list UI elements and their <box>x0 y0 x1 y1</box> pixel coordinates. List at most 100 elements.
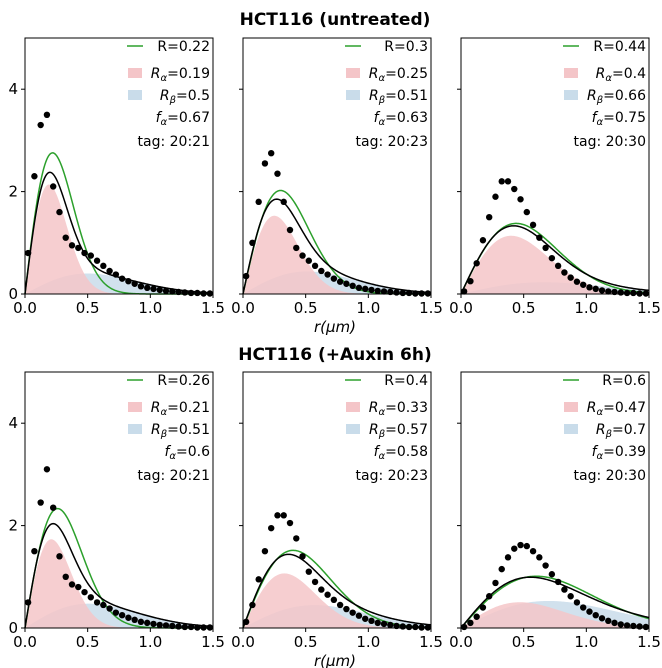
data-point <box>162 622 170 629</box>
data-point <box>299 252 306 259</box>
data-point <box>492 579 499 587</box>
data-point <box>68 242 76 249</box>
legend-R: R=0.44 <box>593 39 646 55</box>
data-point <box>467 619 474 627</box>
data-point <box>286 226 294 234</box>
legend-swatch-beta <box>564 90 578 100</box>
data-point <box>87 252 95 259</box>
legend-swatch-alpha <box>564 402 578 412</box>
data-point <box>374 287 381 295</box>
tag-annotation: tag: 20:30 <box>574 468 646 484</box>
data-point <box>336 601 344 609</box>
data-point <box>280 198 287 206</box>
data-point <box>580 604 587 611</box>
tag-annotation: tag: 20:23 <box>356 468 428 484</box>
legend-R: R=0.22 <box>157 39 210 55</box>
data-point <box>255 576 262 583</box>
data-point <box>50 504 57 511</box>
legend-swatch-alpha <box>564 68 578 78</box>
data-point <box>561 269 568 276</box>
data-point <box>467 278 474 285</box>
data-point <box>62 573 69 580</box>
data-point <box>536 554 543 561</box>
x-tick-label: 0.0 <box>13 633 37 651</box>
data-point <box>324 271 331 278</box>
data-point <box>617 621 624 628</box>
data-point <box>150 285 157 293</box>
data-point <box>131 616 138 624</box>
mixture-fit-curve <box>242 553 432 629</box>
x-tick-label: 0.5 <box>512 633 536 651</box>
data-point <box>137 618 145 626</box>
data-point <box>100 601 107 609</box>
data-point <box>62 234 69 241</box>
data-point <box>573 278 581 285</box>
data-point <box>93 599 101 606</box>
data-point <box>181 289 188 296</box>
data-point <box>349 609 356 616</box>
legend-R: R=0.26 <box>157 373 210 389</box>
data-point <box>156 621 163 629</box>
data-point <box>261 548 269 555</box>
data-point <box>81 588 88 596</box>
legend-swatch-beta <box>128 90 142 100</box>
y-tick-label: 4 <box>8 414 18 432</box>
data-point <box>56 553 63 560</box>
data-point <box>194 289 201 297</box>
data-point <box>368 286 375 294</box>
data-point <box>330 596 338 604</box>
legend-Ralpha: Rα=0.19 <box>151 66 210 84</box>
data-point <box>605 288 612 295</box>
data-point <box>611 619 618 627</box>
data-point <box>362 285 369 293</box>
panel-2: 0.0 0.5 1.0 1.5 R=0.44 Rα=0.4 Rβ=0.66 fα=0.75 ta… <box>449 37 661 317</box>
y-tick-label: 0 <box>8 619 18 637</box>
legend-R: R=0.6 <box>602 373 646 389</box>
data-point <box>68 581 76 588</box>
x-tick-label: 1.5 <box>201 299 225 317</box>
data-point <box>268 524 275 532</box>
tag-annotation: tag: 20:30 <box>574 134 646 150</box>
legend-Ralpha: Rα=0.47 <box>587 400 646 418</box>
legend-Ralpha: Rα=0.25 <box>369 66 428 84</box>
panel-3: 0.0 0.5 1.0 1.5 0 2 4 R=0.26 Rα=0.21 Rβ=0.51 fα=0.… <box>8 371 225 651</box>
data-point <box>554 578 562 586</box>
data-point <box>81 249 88 257</box>
data-point <box>37 499 44 506</box>
data-point <box>548 254 556 262</box>
data-point <box>324 591 331 598</box>
legend-falpha: fα=0.63 <box>374 110 428 128</box>
data-point <box>318 586 325 593</box>
legend-swatch-alpha <box>346 68 360 78</box>
data-point <box>150 620 157 628</box>
data-point <box>561 586 568 593</box>
y-tick-label: 2 <box>8 183 18 201</box>
data-point <box>580 281 587 288</box>
data-point <box>511 545 518 552</box>
data-point <box>486 593 493 600</box>
data-point <box>112 271 120 278</box>
legend-Rbeta: Rβ=0.57 <box>369 422 428 440</box>
data-point <box>206 290 214 297</box>
x-tick-label: 1.5 <box>201 633 225 651</box>
data-point <box>479 237 487 244</box>
legend-falpha: fα=0.58 <box>374 444 428 462</box>
data-point <box>343 280 350 287</box>
legend-swatch-alpha <box>128 402 142 412</box>
data-point <box>175 623 182 630</box>
data-point <box>412 290 419 297</box>
legend-falpha: fα=0.75 <box>592 110 646 128</box>
legend-swatch-beta <box>346 424 360 434</box>
data-point <box>355 284 363 292</box>
data-point <box>299 553 306 560</box>
data-point <box>387 621 394 629</box>
data-point <box>137 283 145 290</box>
x-tick-label: 1.5 <box>419 299 443 317</box>
data-point <box>343 605 350 613</box>
data-point <box>460 288 468 295</box>
data-point <box>106 267 113 275</box>
x-tick-label: 1.0 <box>356 633 380 651</box>
legend-Ralpha: Rα=0.33 <box>369 400 428 418</box>
mixture-fit-curve <box>24 522 214 629</box>
data-point <box>492 193 499 200</box>
